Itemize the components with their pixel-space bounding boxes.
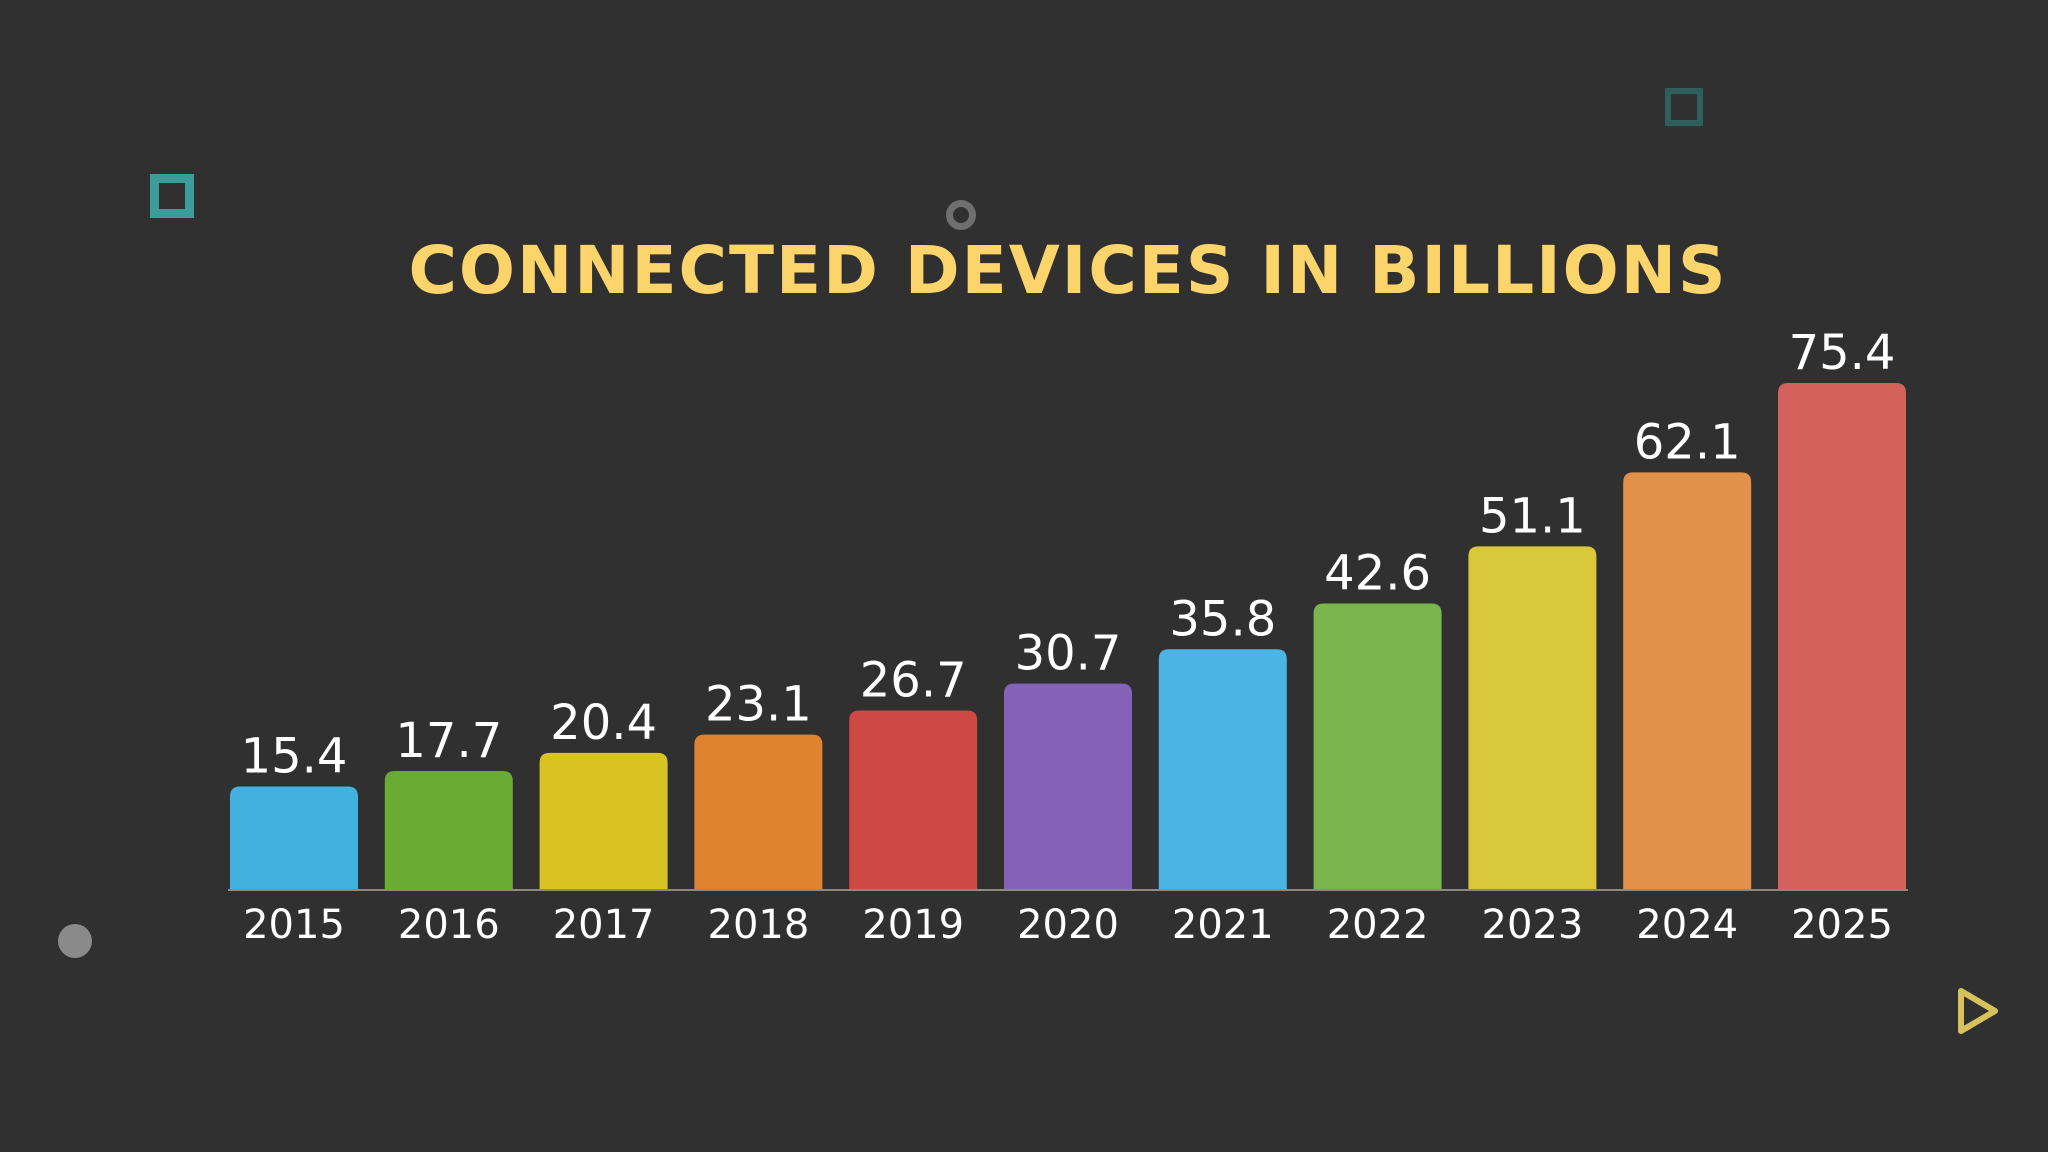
x-tick-label-2018: 2018 — [708, 902, 810, 948]
x-tick-label-2025: 2025 — [1791, 902, 1893, 948]
value-label-2025: 75.4 — [1789, 325, 1896, 381]
value-label-2020: 30.7 — [1015, 626, 1122, 682]
value-label-2021: 35.8 — [1169, 591, 1276, 647]
x-tick-label-2016: 2016 — [398, 902, 500, 948]
x-tick-label-2015: 2015 — [243, 902, 345, 948]
bar-2016 — [384, 770, 513, 890]
value-label-2016: 17.7 — [395, 713, 502, 769]
play-triangle-icon — [1958, 988, 1998, 1034]
bars-group — [230, 383, 1906, 890]
bar-2024 — [1623, 472, 1752, 890]
x-tick-labels-group: 2015 2016 2017 2018 2019 2020 2021 2022 2023 2024… — [243, 902, 1893, 948]
value-label-2017: 20.4 — [550, 695, 657, 751]
dot-icon — [58, 924, 92, 958]
faded-square-icon — [1665, 88, 1703, 126]
value-label-2019: 26.7 — [860, 652, 967, 708]
value-label-2015: 15.4 — [241, 728, 348, 784]
bar-2019 — [849, 710, 978, 890]
x-tick-label-2021: 2021 — [1172, 902, 1274, 948]
bar-2017 — [539, 752, 668, 890]
x-tick-label-2024: 2024 — [1636, 902, 1738, 948]
x-tick-label-2020: 2020 — [1017, 902, 1119, 948]
value-label-2018: 23.1 — [705, 677, 812, 733]
ring-icon — [946, 200, 976, 230]
value-label-2022: 42.6 — [1324, 546, 1431, 602]
x-tick-label-2017: 2017 — [553, 902, 655, 948]
value-label-2023: 51.1 — [1479, 488, 1586, 544]
bar-2015 — [230, 786, 358, 890]
bar-2022 — [1313, 603, 1442, 890]
x-tick-label-2019: 2019 — [862, 902, 964, 948]
bar-2018 — [694, 734, 823, 890]
x-tick-label-2023: 2023 — [1482, 902, 1584, 948]
chart-title: CONNECTED DEVICES IN BILLIONS — [408, 232, 1728, 309]
bar-2023 — [1468, 546, 1597, 890]
value-label-2024: 62.1 — [1634, 414, 1741, 470]
hollow-square-icon — [150, 174, 194, 218]
bar-2025 — [1778, 383, 1906, 890]
bar-2021 — [1158, 649, 1287, 890]
x-tick-label-2022: 2022 — [1327, 902, 1429, 948]
bar-2020 — [1004, 683, 1132, 890]
value-labels-group: 15.4 17.7 20.4 23.1 26.7 30.7 35.8 42.6 51.1 62.1… — [241, 325, 1896, 784]
